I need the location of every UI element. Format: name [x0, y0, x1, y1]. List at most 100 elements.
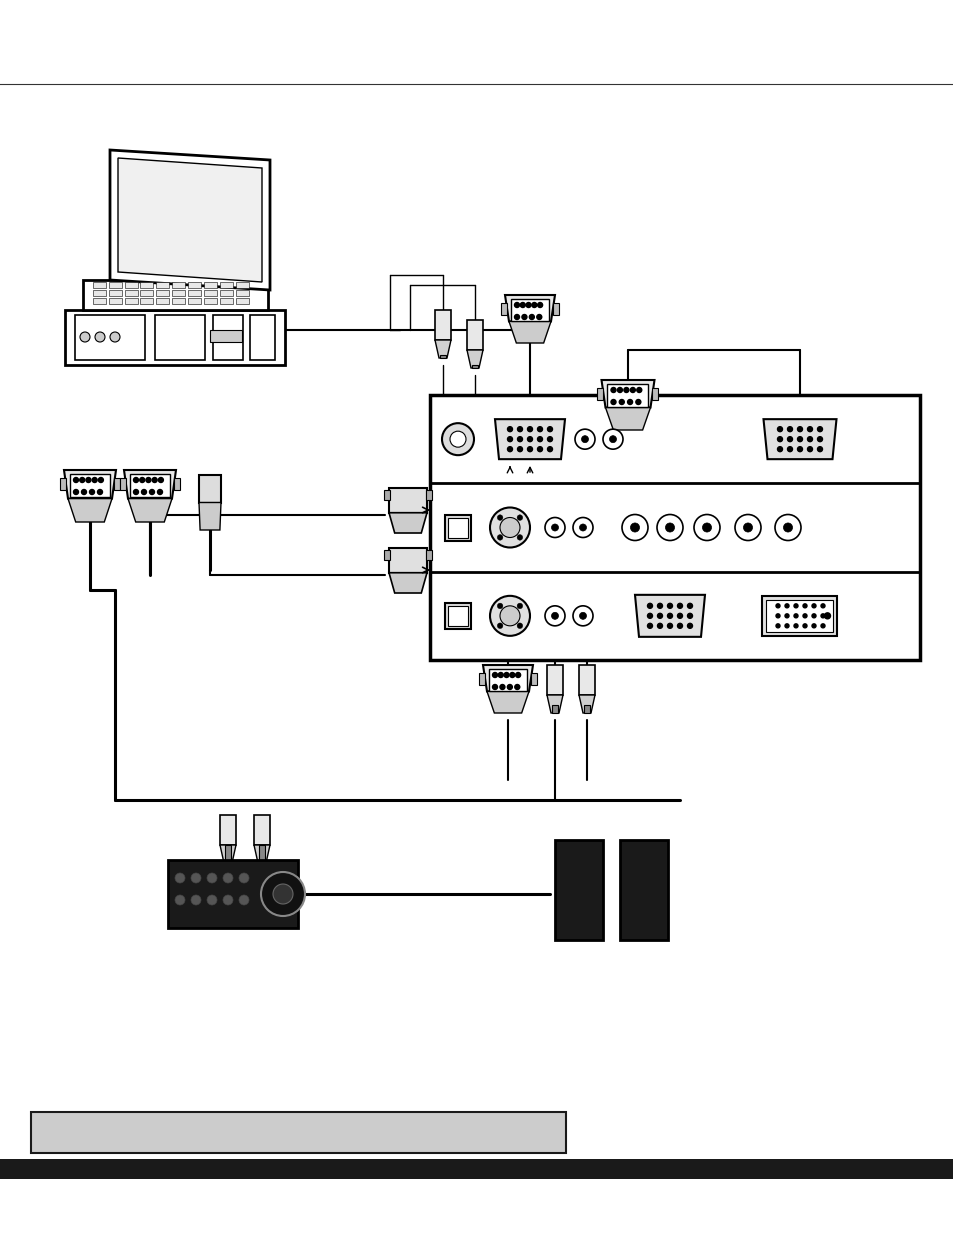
Circle shape [817, 437, 821, 442]
Circle shape [529, 315, 534, 320]
Circle shape [492, 684, 497, 689]
Circle shape [782, 522, 792, 532]
Circle shape [507, 437, 512, 442]
Circle shape [174, 873, 185, 883]
Circle shape [575, 430, 595, 450]
Circle shape [806, 447, 812, 452]
Circle shape [617, 388, 621, 393]
Bar [389, 488, 427, 513]
Circle shape [527, 426, 532, 432]
Circle shape [677, 614, 681, 619]
Bar [156, 282, 170, 288]
Bar [189, 290, 201, 296]
Circle shape [223, 895, 233, 905]
Bar [220, 298, 233, 304]
Polygon shape [546, 695, 562, 713]
Circle shape [687, 624, 692, 629]
Circle shape [490, 595, 530, 636]
Polygon shape [118, 158, 262, 282]
Circle shape [174, 895, 185, 905]
Bar [0, 1158, 953, 1178]
Bar [500, 303, 506, 315]
Circle shape [527, 437, 532, 442]
Circle shape [499, 684, 504, 689]
Circle shape [139, 478, 145, 483]
Polygon shape [389, 513, 427, 534]
Circle shape [73, 489, 78, 494]
Bar [92, 282, 106, 288]
Circle shape [499, 517, 519, 537]
Circle shape [551, 524, 558, 531]
Circle shape [786, 437, 792, 442]
Bar [553, 303, 558, 315]
Circle shape [133, 478, 138, 483]
Circle shape [647, 614, 652, 619]
Circle shape [630, 388, 635, 393]
Circle shape [158, 478, 163, 483]
Bar [597, 388, 603, 400]
Circle shape [239, 873, 249, 883]
Circle shape [517, 603, 522, 609]
Circle shape [797, 426, 801, 432]
Circle shape [821, 604, 824, 608]
Circle shape [544, 517, 564, 537]
Circle shape [777, 437, 781, 442]
Circle shape [636, 399, 640, 405]
Circle shape [80, 478, 85, 483]
Bar [125, 298, 137, 304]
Bar [220, 815, 235, 845]
Polygon shape [762, 419, 836, 459]
Circle shape [80, 332, 90, 342]
Bar [555, 840, 602, 940]
Bar [82, 280, 267, 310]
Circle shape [519, 303, 525, 308]
Circle shape [630, 522, 639, 532]
Circle shape [547, 437, 552, 442]
Bar [109, 290, 121, 296]
Circle shape [797, 447, 801, 452]
Circle shape [97, 489, 102, 494]
Circle shape [191, 895, 201, 905]
Bar [430, 395, 919, 659]
Circle shape [497, 515, 502, 520]
Circle shape [517, 535, 522, 540]
Circle shape [823, 613, 830, 619]
Circle shape [821, 614, 824, 618]
Circle shape [450, 431, 465, 447]
Circle shape [687, 614, 692, 619]
Circle shape [497, 622, 502, 629]
Circle shape [636, 388, 641, 393]
Circle shape [811, 614, 815, 618]
Bar [220, 290, 233, 296]
Bar [531, 673, 537, 685]
Polygon shape [509, 321, 551, 343]
Circle shape [517, 426, 522, 432]
Bar [552, 705, 558, 713]
Circle shape [806, 437, 812, 442]
Circle shape [152, 478, 157, 483]
Bar [75, 315, 145, 359]
Circle shape [667, 614, 672, 619]
Circle shape [497, 535, 502, 540]
Polygon shape [128, 499, 172, 522]
Circle shape [133, 489, 138, 494]
Circle shape [98, 478, 103, 483]
Circle shape [657, 614, 661, 619]
Circle shape [777, 447, 781, 452]
Bar [444, 515, 471, 541]
Circle shape [621, 515, 647, 541]
Circle shape [517, 515, 522, 520]
Circle shape [517, 437, 522, 442]
Circle shape [207, 895, 216, 905]
Circle shape [811, 604, 815, 608]
Bar [65, 310, 285, 366]
Circle shape [784, 624, 788, 627]
Bar [250, 315, 274, 359]
Circle shape [677, 604, 681, 609]
Polygon shape [64, 471, 116, 499]
Circle shape [90, 489, 94, 494]
Circle shape [95, 332, 105, 342]
Circle shape [537, 426, 542, 432]
Bar [92, 298, 106, 304]
Bar [489, 669, 526, 690]
